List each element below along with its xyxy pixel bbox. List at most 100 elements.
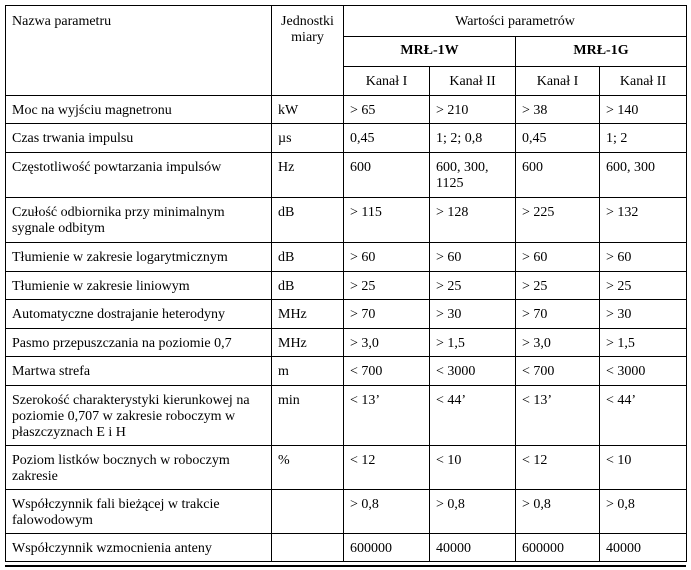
- value-cell: > 225: [515, 197, 600, 243]
- table-row: Automatyczne dostrajanie heterodyny MHz > …: [5, 299, 688, 329]
- unit-cell: dB: [271, 242, 344, 272]
- table-row: Czułość odbiornika przy minimalnym sygna…: [5, 197, 688, 243]
- value-cell: > 0,8: [598, 489, 688, 534]
- header-channel: Kanał II: [429, 66, 516, 96]
- value-cell: 0,45: [515, 123, 600, 153]
- value-cell: > 128: [429, 197, 516, 243]
- value-cell: 600, 300: [598, 152, 688, 198]
- table-row: Czas trwania impulsu µs 0,45 1; 2; 0,8 0,45 1…: [5, 123, 688, 153]
- value-cell: > 140: [598, 95, 688, 124]
- parameter-name-cell: Poziom listków bocznych w roboczym zakre…: [5, 445, 272, 490]
- table-row: Moc na wyjściu magnetronu kW > 65 > 210 > 38…: [5, 95, 688, 124]
- value-cell: 600, 300, 1125: [429, 152, 516, 198]
- value-cell: 0,45: [343, 123, 430, 153]
- unit-cell: m: [271, 356, 344, 386]
- table-row: Współczynnik wzmocnienia anteny 600000 400…: [5, 533, 688, 562]
- table-row: Częstotliwość powtarzania impulsów Hz 600 6…: [5, 152, 688, 198]
- value-cell: > 25: [515, 271, 600, 300]
- value-cell: > 25: [598, 271, 688, 300]
- header-parameter-name: Nazwa parametru: [5, 5, 272, 96]
- value-cell: 1; 2; 0,8: [429, 123, 516, 153]
- value-cell: > 1,5: [598, 328, 688, 357]
- value-cell: 600000: [343, 533, 430, 562]
- value-cell: > 60: [343, 242, 430, 272]
- table-row: Pasmo przepuszczania na poziomie 0,7 MHz >…: [5, 328, 688, 357]
- table-row: Szerokość charakterystyki kierunkowej na…: [5, 385, 688, 446]
- unit-cell: µs: [271, 123, 344, 153]
- unit-cell: Hz: [271, 152, 344, 198]
- value-cell: 600: [343, 152, 430, 198]
- parameter-name-cell: Tłumienie w zakresie liniowym: [5, 271, 272, 300]
- header-units: Jednostki miary: [271, 5, 344, 96]
- value-cell: > 30: [598, 299, 688, 329]
- value-cell: < 10: [598, 445, 688, 490]
- value-cell: > 70: [343, 299, 430, 329]
- value-cell: > 0,8: [515, 489, 600, 534]
- table-row: Tłumienie w zakresie liniowym dB > 25 > 25 >…: [5, 271, 688, 300]
- value-cell: 600000: [515, 533, 600, 562]
- parameter-name-cell: Czułość odbiornika przy minimalnym sygna…: [5, 197, 272, 243]
- value-cell: > 25: [429, 271, 516, 300]
- value-cell: > 3,0: [343, 328, 430, 357]
- table-row: Poziom listków bocznych w roboczym zakre…: [5, 445, 688, 490]
- header-parameter-values: Wartości parametrów: [342, 5, 688, 37]
- value-cell: > 1,5: [429, 328, 516, 357]
- unit-cell: [271, 489, 344, 534]
- table-row: Tłumienie w zakresie logarytmicznym dB > 6…: [5, 242, 688, 272]
- value-cell: > 115: [343, 197, 430, 243]
- unit-cell: [271, 533, 344, 562]
- value-cell: > 30: [429, 299, 516, 329]
- value-cell: > 3,0: [515, 328, 600, 357]
- unit-cell: kW: [271, 95, 344, 124]
- value-cell: > 38: [515, 95, 600, 124]
- value-cell: < 700: [343, 356, 430, 386]
- header-model-1w: MRŁ-1W: [343, 36, 516, 67]
- bottom-rule: [5, 565, 686, 567]
- unit-cell: dB: [271, 271, 344, 300]
- value-cell: < 3000: [429, 356, 516, 386]
- parameter-name-cell: Współczynnik wzmocnienia anteny: [5, 533, 272, 562]
- unit-cell: min: [271, 385, 344, 446]
- value-cell: > 70: [515, 299, 600, 329]
- parameter-name-cell: Współczynnik fali bieżącej w trakcie fal…: [5, 489, 272, 534]
- value-cell: < 3000: [598, 356, 688, 386]
- value-cell: 600: [515, 152, 600, 198]
- value-cell: < 12: [343, 445, 430, 490]
- value-cell: < 10: [429, 445, 516, 490]
- value-cell: > 60: [429, 242, 516, 272]
- value-cell: > 210: [429, 95, 516, 124]
- table-row: Martwa strefa m < 700 < 3000 < 700 < 3000: [5, 356, 688, 386]
- parameter-name-cell: Moc na wyjściu magnetronu: [5, 95, 272, 124]
- header-channel: Kanał II: [598, 66, 688, 96]
- unit-cell: MHz: [271, 299, 344, 329]
- value-cell: < 44’: [429, 385, 516, 446]
- parameter-name-cell: Częstotliwość powtarzania impulsów: [5, 152, 272, 198]
- parameter-name-cell: Automatyczne dostrajanie heterodyny: [5, 299, 272, 329]
- parameters-table: Nazwa parametru Jednostki miary Wartości…: [5, 5, 688, 562]
- value-cell: < 13’: [343, 385, 430, 446]
- parameter-name-cell: Czas trwania impulsu: [5, 123, 272, 153]
- parameter-name-cell: Szerokość charakterystyki kierunkowej na…: [5, 385, 272, 446]
- unit-cell: MHz: [271, 328, 344, 357]
- value-cell: > 0,8: [343, 489, 430, 534]
- value-cell: > 60: [598, 242, 688, 272]
- parameter-name-cell: Martwa strefa: [5, 356, 272, 386]
- value-cell: 1; 2: [598, 123, 688, 153]
- table-row: Współczynnik fali bieżącej w trakcie fal…: [5, 489, 688, 534]
- parameter-name-cell: Tłumienie w zakresie logarytmicznym: [5, 242, 272, 272]
- value-cell: > 25: [343, 271, 430, 300]
- parameter-name-cell: Pasmo przepuszczania na poziomie 0,7: [5, 328, 272, 357]
- value-cell: < 700: [515, 356, 600, 386]
- unit-cell: %: [271, 445, 344, 490]
- value-cell: > 132: [598, 197, 688, 243]
- header-channel: Kanał I: [343, 66, 430, 96]
- value-cell: < 44’: [598, 385, 688, 446]
- value-cell: < 12: [515, 445, 600, 490]
- value-cell: 40000: [598, 533, 688, 562]
- header-channel: Kanał I: [515, 66, 600, 96]
- value-cell: < 13’: [515, 385, 600, 446]
- value-cell: > 60: [515, 242, 600, 272]
- header-model-1g: MRŁ-1G: [514, 36, 688, 67]
- value-cell: 40000: [429, 533, 516, 562]
- value-cell: > 0,8: [429, 489, 516, 534]
